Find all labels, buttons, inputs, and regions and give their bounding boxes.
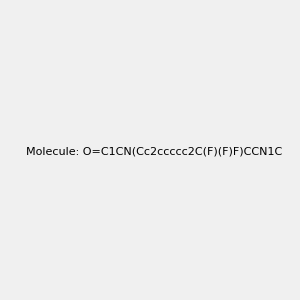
Text: Molecule: O=C1CN(Cc2ccccc2C(F)(F)F)CCN1C: Molecule: O=C1CN(Cc2ccccc2C(F)(F)F)CCN1C [26,146,282,157]
